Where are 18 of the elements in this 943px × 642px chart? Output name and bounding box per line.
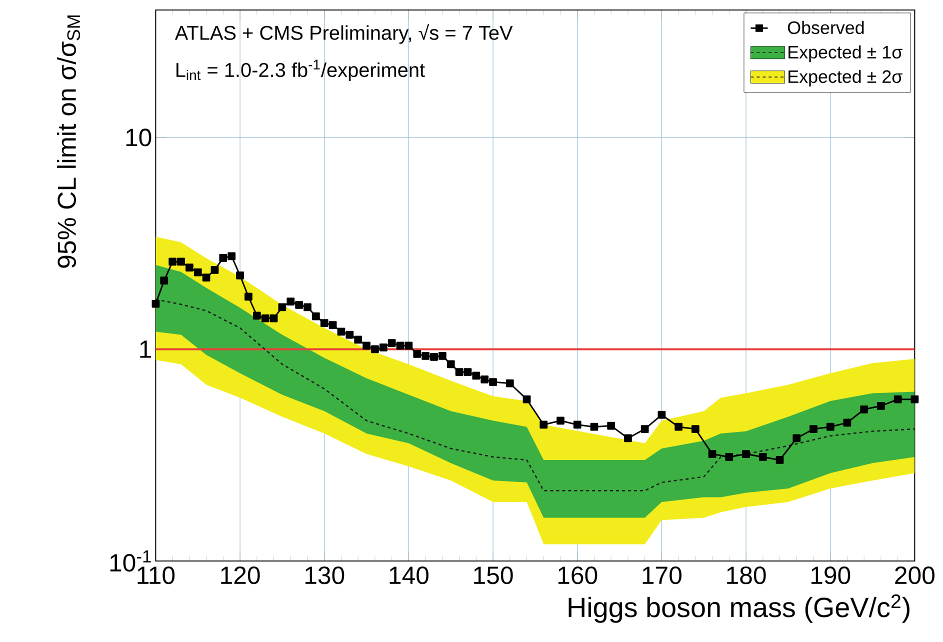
x-tick-label: 180 bbox=[727, 566, 766, 584]
legend-label: Expected ± 1σ bbox=[788, 45, 902, 62]
x-tick-label: 170 bbox=[642, 566, 682, 584]
x-tick-label: 120 bbox=[221, 566, 260, 584]
annotation: ATLAS + CMS Preliminary, √s = 7 TeV bbox=[174, 24, 513, 44]
x-tick-label: 190 bbox=[811, 566, 850, 584]
legend-label: Expected ± 2σ bbox=[788, 70, 902, 87]
annotation: L$_{int}$ = 1.0-2.3 fb$^{-1}$/experiment bbox=[176, 60, 425, 82]
x-tick-label: 140 bbox=[390, 566, 428, 584]
legend-label: Observed bbox=[788, 20, 864, 34]
x-tick-label: 160 bbox=[558, 566, 598, 584]
y-tick-label: 10 bbox=[126, 128, 152, 146]
y-axis-title: 95% CL limit on σ/σ$_{SM}$ bbox=[57, 16, 80, 268]
x-tick-label: 130 bbox=[305, 566, 344, 584]
x-tick-label: 150 bbox=[474, 566, 513, 584]
y-tick-label: 1 bbox=[140, 340, 151, 358]
x-axis-title: Higgs boson mass (GeV/c$^{2}$) bbox=[568, 594, 910, 623]
x-tick-label: 200 bbox=[895, 566, 934, 584]
